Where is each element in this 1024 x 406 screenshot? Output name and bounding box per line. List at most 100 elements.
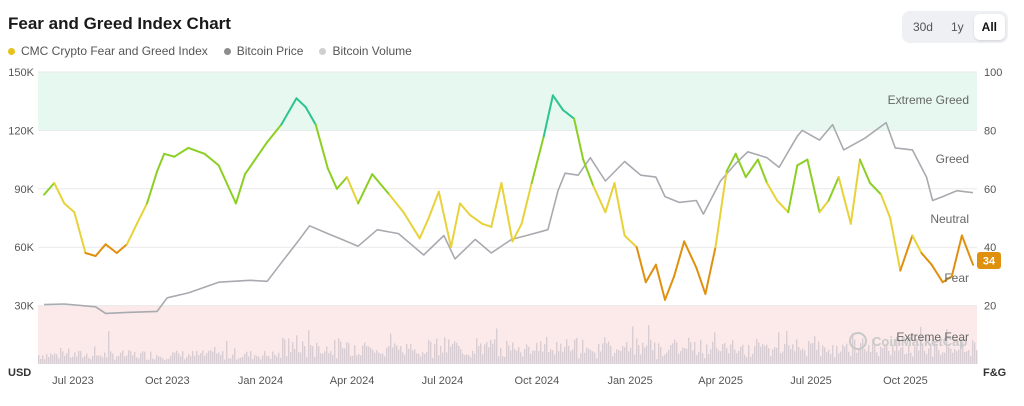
volume-bar — [672, 343, 674, 364]
fear-greed-segment — [437, 190, 452, 249]
volume-bar — [532, 350, 534, 364]
volume-bar — [794, 351, 796, 364]
volume-bar — [194, 355, 196, 364]
volume-bar — [552, 350, 554, 364]
volume-bar — [940, 354, 942, 364]
volume-bar — [424, 353, 426, 364]
volume-bar — [852, 333, 854, 364]
fear-greed-segment — [481, 222, 493, 228]
fear-greed-segment — [562, 109, 576, 120]
volume-bar — [44, 359, 46, 364]
volume-bar — [236, 359, 238, 364]
volume-bar — [972, 340, 974, 364]
fear-greed-segment — [858, 158, 871, 184]
volume-bar — [280, 357, 282, 364]
fear-greed-segment — [818, 199, 830, 214]
fear-greed-segment — [654, 263, 666, 301]
volume-bar — [890, 355, 892, 364]
volume-bar — [310, 345, 312, 364]
fear-greed-segment — [135, 202, 148, 225]
x-axis-tick: Apr 2024 — [330, 375, 375, 387]
volume-bar — [738, 350, 740, 364]
fear-greed-segment — [725, 152, 737, 173]
fear-greed-segment — [613, 182, 626, 237]
volume-bar — [582, 339, 584, 364]
legend-item-bitcoin-volume[interactable]: Bitcoin Volume — [319, 44, 412, 58]
fear-greed-segment — [960, 234, 974, 266]
volume-bar — [80, 351, 82, 364]
volume-bar — [974, 342, 976, 364]
volume-bar — [922, 343, 924, 364]
volume-bar — [178, 353, 180, 364]
volume-bar — [678, 353, 680, 364]
volume-bar — [592, 351, 594, 364]
volume-bar — [696, 355, 698, 364]
fear-greed-segment — [156, 152, 166, 173]
volume-bar — [900, 347, 902, 364]
fear-greed-segment — [837, 176, 852, 225]
right-axis-tick: 40 — [984, 242, 996, 254]
volume-bar — [774, 347, 776, 364]
volume-bar — [550, 349, 552, 364]
volume-bar — [288, 338, 290, 364]
fear-greed-segment — [469, 214, 484, 225]
fear-greed-segment — [388, 193, 405, 214]
legend-item-fear-greed[interactable]: CMC Crypto Fear and Greed Index — [8, 44, 208, 58]
volume-bar — [126, 355, 128, 364]
volume-bar — [184, 359, 186, 364]
volume-bar — [648, 325, 650, 364]
volume-bar — [762, 343, 764, 364]
volume-bar — [408, 348, 410, 364]
volume-bar — [206, 352, 208, 364]
range-30d-button[interactable]: 30d — [912, 20, 933, 34]
fear-greed-segment — [304, 106, 317, 126]
volume-bar — [736, 353, 738, 364]
volume-bar — [442, 352, 444, 364]
volume-bar — [822, 345, 824, 364]
volume-bar — [404, 354, 406, 364]
volume-bar — [276, 356, 278, 364]
volume-bar — [734, 349, 736, 364]
current-value-badge-text: 34 — [983, 256, 996, 268]
volume-bar — [426, 351, 428, 364]
fear-greed-segment — [146, 170, 159, 205]
volume-bar — [434, 344, 436, 364]
volume-bar — [580, 353, 582, 364]
volume-bar — [286, 356, 288, 364]
volume-bar — [758, 342, 760, 364]
volume-bar — [556, 342, 558, 364]
volume-bar — [942, 352, 944, 364]
volume-bar — [464, 355, 466, 364]
fear-greed-segment — [357, 173, 374, 205]
volume-bar — [292, 342, 294, 364]
volume-bar — [92, 355, 94, 364]
volume-bar — [388, 346, 390, 364]
volume-bar — [598, 343, 600, 364]
range-all-button[interactable]: All — [973, 14, 1005, 40]
fear-greed-segment — [450, 202, 461, 249]
volume-bar — [662, 356, 664, 364]
volume-bar — [116, 356, 118, 364]
range-1y-button[interactable]: 1y — [950, 20, 964, 34]
volume-bar — [612, 356, 614, 364]
fear-greed-segment — [53, 182, 66, 205]
volume-bar — [406, 343, 408, 364]
fear-greed-segment — [911, 234, 923, 254]
volume-bar — [914, 346, 916, 364]
volume-bar — [628, 351, 630, 364]
volume-bar — [750, 356, 752, 364]
volume-bar — [862, 338, 864, 364]
volume-bar — [840, 351, 842, 364]
volume-bar — [48, 357, 50, 364]
volume-bar — [302, 341, 304, 364]
volume-bar — [370, 347, 372, 364]
fear-greed-segment — [573, 117, 585, 161]
fear-greed-segment — [84, 252, 97, 257]
legend-item-bitcoin-price[interactable]: Bitcoin Price — [223, 44, 303, 58]
volume-bar — [784, 343, 786, 364]
x-axis-tick: Apr 2025 — [698, 375, 743, 387]
volume-bar — [888, 350, 890, 364]
volume-bar — [946, 329, 948, 364]
volume-bar — [362, 345, 364, 364]
